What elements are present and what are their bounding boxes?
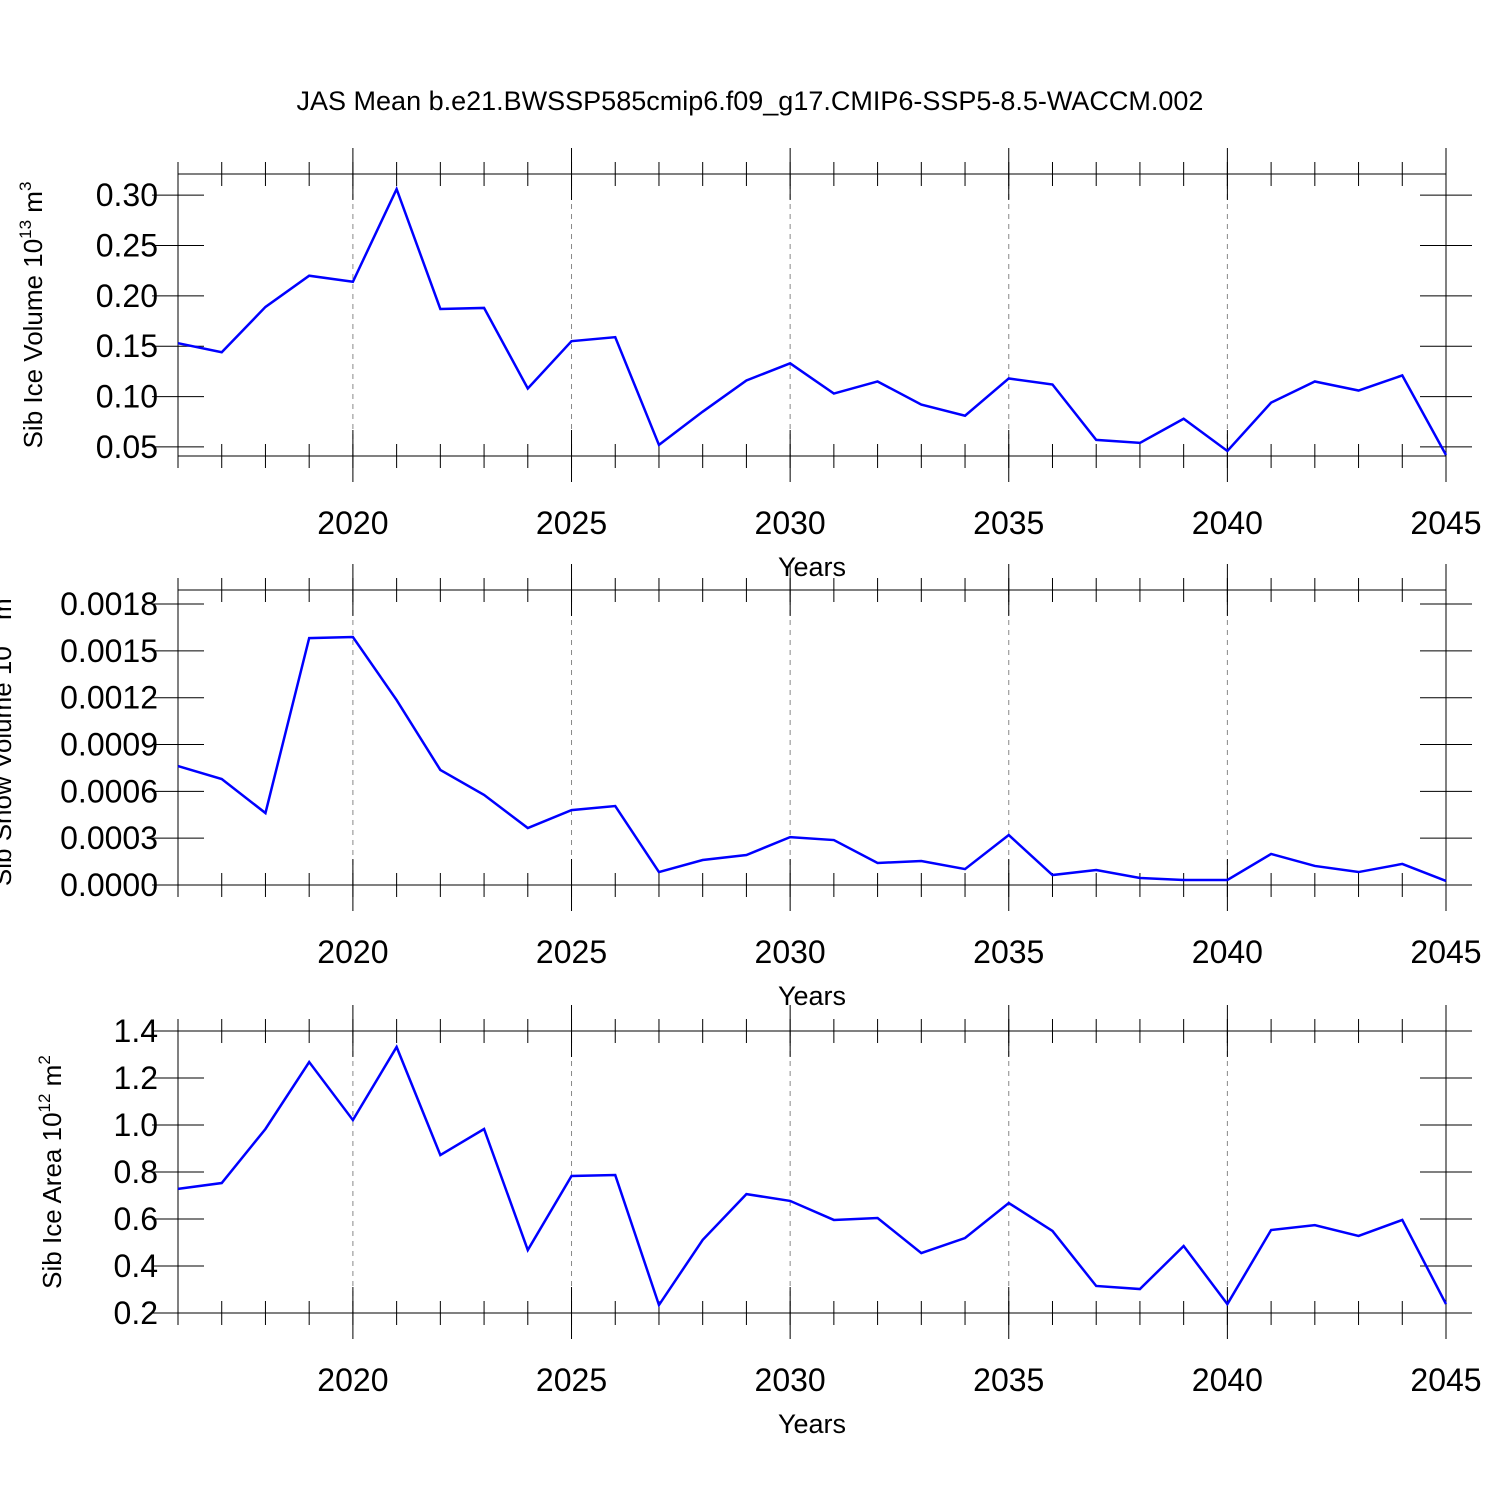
y-axis-title-superscript: 13 [16, 220, 35, 239]
plot-frame [177, 173, 1447, 457]
x-tick-label: 2045 [1410, 934, 1481, 970]
y-axis-title: Sib Ice Area 1012 m2 [35, 1055, 67, 1289]
y-axis-title-part: Sib Ice Volume 10 [18, 239, 48, 449]
y-tick-label: 0.0003 [60, 820, 158, 856]
x-tick-label: 2040 [1192, 1362, 1263, 1398]
x-tick-label: 2030 [755, 1362, 826, 1398]
y-axis-title-part: m [0, 598, 17, 627]
y-axis-title: Sib Ice Volume 1013 m3 [16, 182, 48, 449]
y-tick-label: 0.15 [96, 328, 158, 364]
x-tick-label: 2020 [317, 1362, 388, 1398]
y-tick-label: 0.25 [96, 228, 158, 264]
y-tick-label: 0.05 [96, 429, 158, 465]
y-tick-label: 0.2 [114, 1295, 158, 1331]
y-tick-label: 1.0 [114, 1107, 158, 1143]
y-tick-label: 0.0018 [60, 586, 158, 622]
y-axis-title-superscript: 12 [35, 1094, 54, 1113]
x-tick-label: 2040 [1192, 934, 1263, 970]
x-tick-label: 2035 [973, 1362, 1044, 1398]
y-axis-title-superscript: 3 [16, 182, 35, 191]
y-tick-label: 0.0006 [60, 773, 158, 809]
x-tick-label: 2040 [1192, 505, 1263, 541]
y-tick-label: 1.4 [114, 1013, 158, 1049]
y-tick-label: 0.10 [96, 379, 158, 415]
y-tick-label: 0.0015 [60, 633, 158, 669]
y-tick-label: 0.0012 [60, 680, 158, 716]
y-tick-label: 0.4 [114, 1248, 158, 1284]
x-tick-label: 2030 [755, 505, 826, 541]
x-tick-label: 2045 [1410, 505, 1481, 541]
y-tick-label: 0.30 [96, 177, 158, 213]
x-tick-label: 2025 [536, 505, 607, 541]
x-axis-title: Years [778, 552, 846, 582]
y-axis-title-part: m [37, 1065, 67, 1094]
x-tick-label: 2035 [973, 505, 1044, 541]
x-tick-label: 2025 [536, 934, 607, 970]
y-axis-title-part: Sib Ice Area 10 [37, 1112, 67, 1288]
y-tick-label: 0.0009 [60, 727, 158, 763]
y-tick-label: 0.0000 [60, 867, 158, 903]
x-tick-label: 2045 [1410, 1362, 1481, 1398]
y-tick-label: 0.8 [114, 1154, 158, 1190]
chart-title: JAS Mean b.e21.BWSSP585cmip6.f09_g17.CMI… [297, 86, 1204, 116]
y-axis-title-part: Sib Snow Volume 10 [0, 646, 17, 886]
plot-frame [177, 589, 1447, 886]
x-axis-title: Years [778, 1409, 846, 1439]
y-axis-title-superscript: 3 [0, 589, 4, 598]
y-axis-title-superscript: 13 [0, 627, 4, 646]
data-line [177, 635, 1447, 883]
x-tick-label: 2025 [536, 1362, 607, 1398]
x-tick-label: 2020 [317, 505, 388, 541]
y-axis-title-part: m [18, 191, 48, 220]
data-line [177, 1044, 1448, 1308]
x-tick-label: 2020 [317, 934, 388, 970]
y-tick-label: 0.20 [96, 278, 158, 314]
data-line [177, 185, 1448, 456]
x-tick-label: 2035 [973, 934, 1044, 970]
plot-frame [177, 1030, 1447, 1314]
y-axis-title: Sib Snow Volume 1013 m3 [0, 589, 17, 886]
y-tick-label: 1.2 [114, 1060, 158, 1096]
x-axis-title: Years [778, 981, 846, 1011]
x-tick-label: 2030 [755, 934, 826, 970]
y-axis-title-superscript: 2 [35, 1055, 54, 1064]
y-tick-label: 0.6 [114, 1201, 158, 1237]
